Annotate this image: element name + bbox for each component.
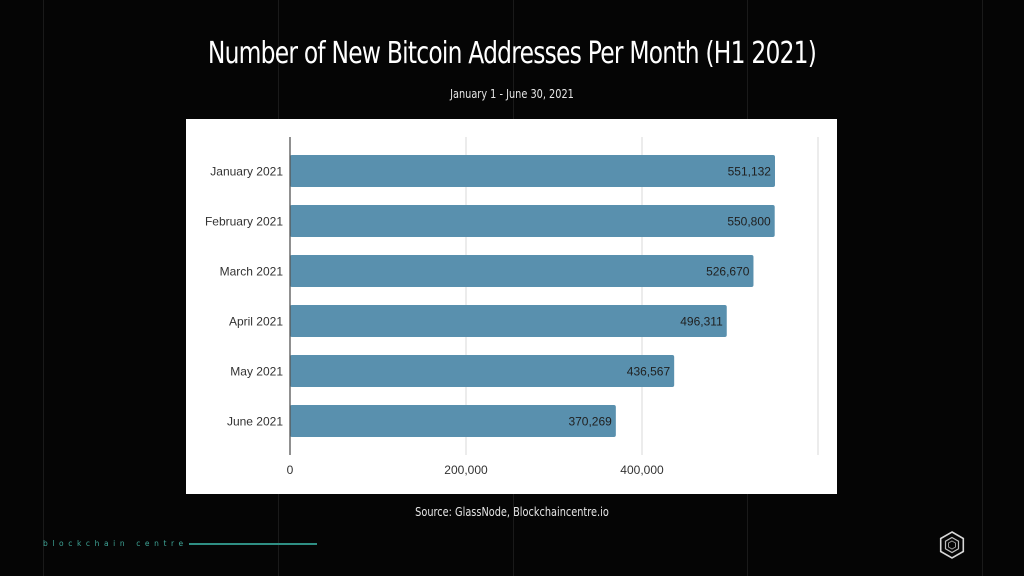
background-gridline [982, 0, 983, 576]
bar [290, 355, 675, 387]
bar-value-label: 436,567 [627, 365, 671, 379]
y-tick-label: March 2021 [220, 265, 284, 279]
x-tick-label: 400,000 [620, 463, 664, 477]
bar-value-label: 370,269 [568, 415, 612, 429]
brand-wordmark: blockchain centre [43, 539, 188, 548]
hexagon-logo-icon [939, 531, 965, 559]
y-tick-label: February 2021 [205, 215, 283, 229]
x-tick-label: 0 [287, 463, 294, 477]
bar-chart: 551,132 January 2021 550,800 February 2021 5… [205, 137, 819, 477]
chart-panel: 551,132 January 2021 550,800 February 2021 5… [186, 119, 837, 494]
y-tick-label: May 2021 [230, 365, 283, 379]
slide-subtitle: January 1 - June 30, 2021 [450, 86, 574, 101]
brand-underline [189, 543, 317, 545]
y-tick-label: June 2021 [227, 415, 283, 429]
bar [290, 205, 775, 237]
bar-value-label: 526,670 [706, 265, 750, 279]
background-gridline [43, 0, 44, 576]
bar [290, 305, 727, 337]
x-tick-label: 200,000 [444, 463, 488, 477]
bar [290, 255, 754, 287]
y-tick-label: January 2021 [210, 165, 283, 179]
y-tick-label: April 2021 [229, 315, 283, 329]
source-note: Source: GlassNode, Blockchaincentre.io [415, 504, 609, 519]
bar-value-label: 550,800 [727, 215, 771, 229]
bar [290, 405, 616, 437]
slide-title: Number of New Bitcoin Addresses Per Mont… [207, 36, 817, 71]
bar-value-label: 551,132 [728, 165, 772, 179]
bar-value-label: 496,311 [680, 315, 723, 329]
bar [290, 155, 775, 187]
